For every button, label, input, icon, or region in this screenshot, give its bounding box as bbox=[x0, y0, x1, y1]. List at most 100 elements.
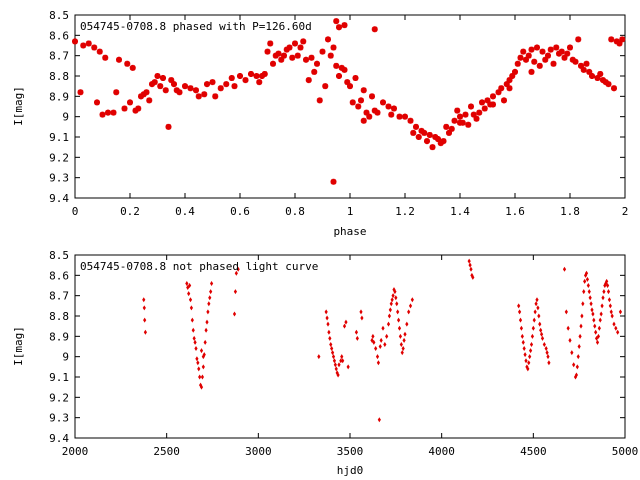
data-point bbox=[337, 362, 341, 368]
data-point bbox=[369, 93, 375, 100]
data-point bbox=[525, 52, 532, 59]
x-tick-label: 2000 bbox=[62, 445, 89, 458]
data-point bbox=[149, 81, 155, 88]
data-point bbox=[528, 354, 532, 360]
data-point bbox=[248, 70, 254, 77]
data-point bbox=[199, 384, 204, 390]
data-point bbox=[533, 309, 537, 315]
data-point bbox=[143, 329, 147, 335]
data-point bbox=[113, 89, 120, 96]
data-point bbox=[232, 311, 237, 317]
data-point bbox=[574, 372, 579, 378]
data-point bbox=[530, 333, 535, 339]
data-point bbox=[336, 24, 342, 31]
data-point bbox=[597, 70, 604, 77]
data-point bbox=[520, 333, 524, 339]
data-point bbox=[194, 346, 198, 352]
chart-title: 054745-0708.8 phased with P=126.60d bbox=[80, 20, 312, 33]
data-point bbox=[77, 89, 84, 96]
x-tick-label: 0.4 bbox=[175, 205, 195, 218]
y-axis-label: I[mag] bbox=[12, 86, 25, 126]
data-point bbox=[374, 346, 378, 352]
data-point bbox=[135, 105, 142, 112]
data-point bbox=[300, 38, 307, 45]
data-point bbox=[142, 305, 146, 311]
data-point bbox=[517, 54, 524, 61]
data-point bbox=[509, 73, 516, 79]
data-point bbox=[402, 337, 406, 343]
data-point bbox=[440, 138, 447, 145]
data-point bbox=[380, 99, 386, 106]
data-point bbox=[610, 313, 614, 319]
data-point bbox=[609, 309, 613, 315]
plot-frame bbox=[74, 254, 626, 439]
data-point bbox=[595, 339, 600, 345]
data-point bbox=[267, 40, 274, 47]
data-point bbox=[374, 109, 381, 116]
data-point bbox=[173, 87, 180, 94]
data-point bbox=[542, 56, 549, 63]
data-points bbox=[142, 258, 623, 423]
data-point bbox=[397, 325, 402, 331]
y-tick-label: 8.8 bbox=[49, 310, 69, 323]
data-point bbox=[317, 354, 321, 360]
data-point bbox=[577, 344, 581, 349]
data-point bbox=[424, 138, 430, 145]
data-point bbox=[613, 38, 620, 45]
data-point bbox=[495, 89, 502, 96]
data-point bbox=[340, 354, 344, 360]
data-point bbox=[390, 297, 394, 303]
y-axis-ticks: 8.5 8.6 8.7 8.8 8.9 9 9.1 9.2 9.3 9.4 bbox=[49, 249, 625, 445]
data-point bbox=[196, 360, 200, 366]
x-tick-label: 1.8 bbox=[560, 205, 580, 218]
data-point bbox=[209, 79, 216, 86]
x-axis-ticks: 2000 2500 3000 3500 4000 4500 5000 bbox=[62, 255, 638, 458]
x-tick-label: 4000 bbox=[428, 445, 455, 458]
data-point bbox=[110, 109, 117, 116]
data-point bbox=[297, 44, 304, 51]
data-point bbox=[408, 303, 413, 309]
data-point bbox=[201, 364, 205, 370]
data-point bbox=[536, 62, 543, 69]
data-point bbox=[363, 109, 370, 116]
data-point bbox=[402, 113, 408, 120]
data-point bbox=[396, 317, 401, 323]
data-point bbox=[570, 350, 574, 356]
data-point bbox=[354, 329, 359, 335]
data-point bbox=[270, 60, 276, 67]
x-axis-ticks: 0 0.2 0.4 0.6 0.8 1 1.2 1.4 1.6 1.8 2 bbox=[72, 15, 628, 218]
data-point bbox=[256, 79, 263, 86]
data-point bbox=[387, 313, 392, 319]
data-point bbox=[336, 73, 342, 79]
y-tick-label: 9.4 bbox=[49, 192, 69, 205]
x-tick-label: 0.2 bbox=[120, 205, 140, 218]
x-axis-label: phase bbox=[333, 225, 366, 238]
data-point bbox=[581, 301, 585, 307]
x-tick-label: 3500 bbox=[337, 445, 364, 458]
data-point bbox=[421, 129, 428, 136]
data-point bbox=[579, 323, 583, 329]
data-point bbox=[468, 103, 474, 110]
data-point bbox=[143, 89, 150, 96]
data-point bbox=[534, 301, 538, 307]
data-point bbox=[327, 52, 334, 59]
data-point bbox=[325, 315, 329, 321]
data-point bbox=[349, 99, 356, 106]
y-tick-label: 8.7 bbox=[49, 50, 69, 63]
data-point bbox=[517, 309, 522, 315]
data-point bbox=[160, 75, 166, 82]
data-point bbox=[568, 337, 572, 343]
data-point bbox=[550, 60, 557, 67]
data-point bbox=[322, 83, 329, 90]
data-point bbox=[605, 81, 612, 88]
data-point bbox=[589, 73, 595, 79]
data-point bbox=[191, 327, 195, 333]
data-point bbox=[583, 60, 590, 67]
data-point bbox=[531, 325, 535, 331]
data-point bbox=[556, 50, 562, 57]
data-point bbox=[547, 360, 551, 366]
data-point bbox=[521, 339, 525, 345]
data-point bbox=[598, 317, 602, 323]
data-point bbox=[264, 48, 271, 55]
data-point bbox=[566, 325, 570, 331]
